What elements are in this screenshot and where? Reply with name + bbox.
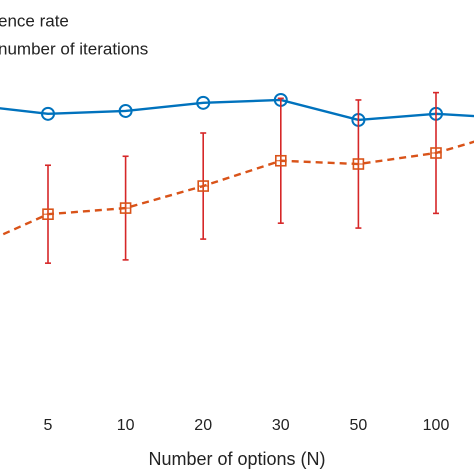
x-tick-label: 10 [117,417,135,434]
point-marker [119,202,132,214]
point-marker [430,147,442,159]
point-marker [118,103,133,118]
x-tick-label: 5 [44,417,53,434]
x-tick-label: 30 [272,417,290,434]
legend-label: ence rate [0,11,69,30]
point-marker [197,180,209,192]
point-marker [41,106,55,121]
point-marker [196,95,211,110]
point-marker [274,154,287,167]
series-line [0,98,474,122]
plot-area [0,91,474,264]
x-tick-label: 100 [423,417,450,434]
x-tick-label: 20 [194,417,212,434]
point-marker [352,158,365,170]
legend-label: number of iterations [0,39,148,58]
series-line [0,140,474,237]
x-tick-label: 50 [350,417,368,434]
x-axis-label: Number of options (N) [148,449,325,469]
point-marker [42,208,54,220]
